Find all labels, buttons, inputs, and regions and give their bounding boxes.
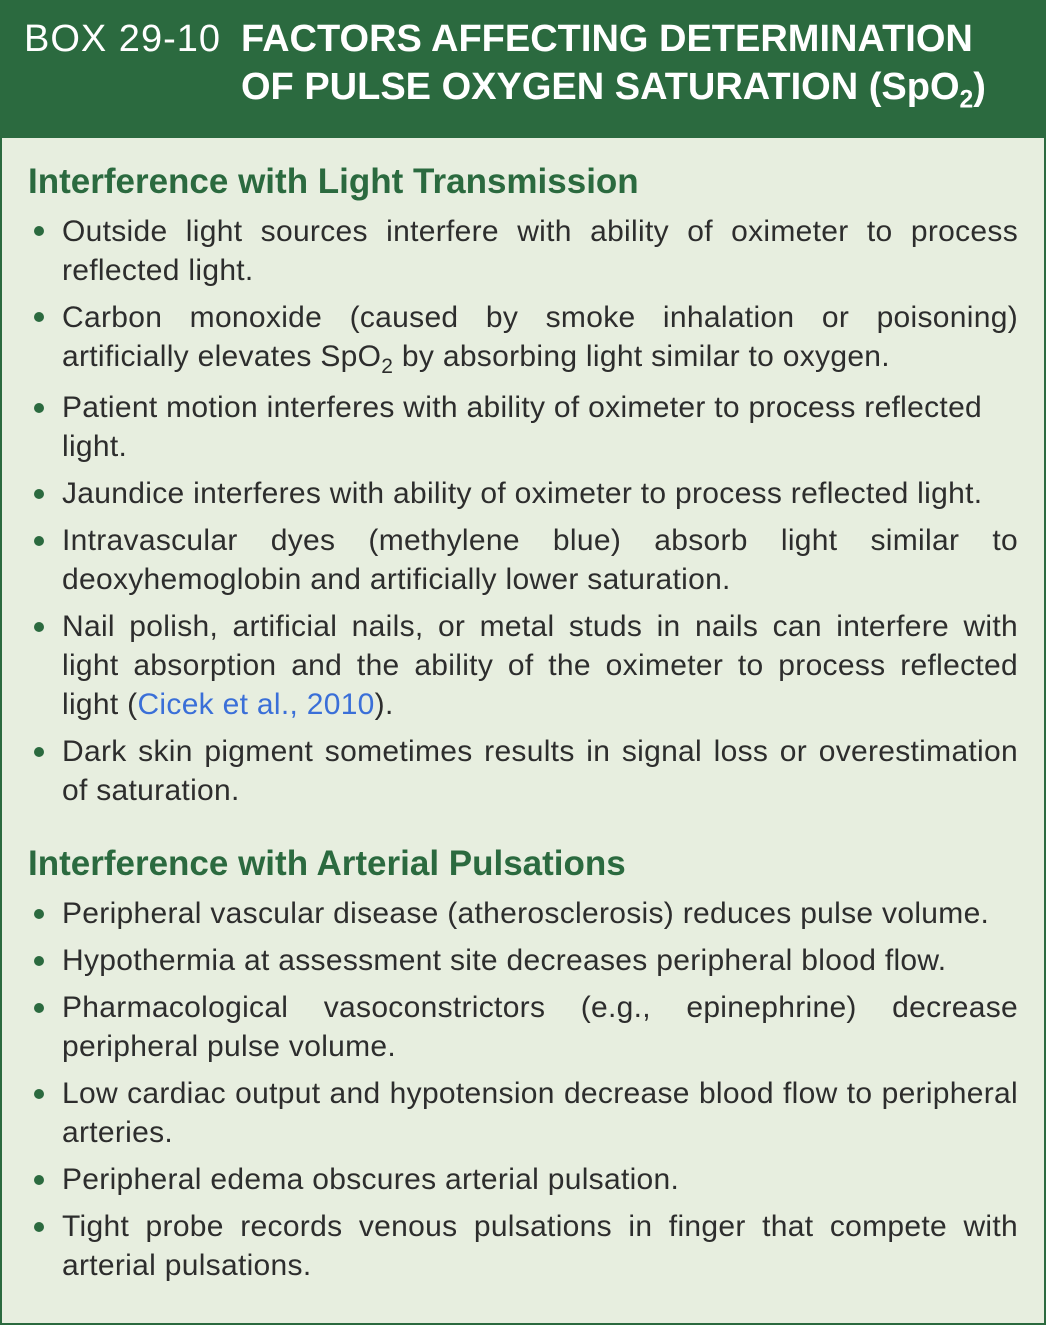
box-number: BOX 29-10 [24,16,221,64]
info-box: BOX 29-10 FACTORS AFFECTING DETERMINATIO… [0,0,1046,1325]
section-heading-2: Interference with Arterial Pulsations [28,844,1018,884]
list-item: Nail polish, artificial nails, or metal … [28,607,1018,724]
section-heading-1: Interference with Light Transmission [28,162,1018,202]
list-item: Peripheral vascular disease (atheroscler… [28,894,1018,933]
list-item: Jaundice interferes with ability of oxim… [28,474,1018,513]
bullet-list-2: Peripheral vascular disease (atheroscler… [28,894,1018,1285]
bullet-list-1: Outside light sources interfere with abi… [28,212,1018,810]
list-item: Pharmacological vasoconstrictors (e.g., … [28,988,1018,1066]
box-body: Interference with Light Transmission Out… [2,138,1044,1323]
list-item: Patient motion interferes with ability o… [28,388,1018,466]
box-header: BOX 29-10 FACTORS AFFECTING DETERMINATIO… [2,2,1044,138]
list-item: Outside light sources interfere with abi… [28,212,1018,290]
list-item: Tight probe records venous pulsations in… [28,1207,1018,1285]
box-title: FACTORS AFFECTING DETERMINATION OF PULSE… [241,16,1022,116]
list-item: Dark skin pigment sometimes results in s… [28,732,1018,810]
list-item: Carbon monoxide (caused by smoke inhalat… [28,298,1018,380]
list-item: Low cardiac output and hypotension decre… [28,1074,1018,1152]
list-item: Peripheral edema obscures arterial pulsa… [28,1160,1018,1199]
list-item: Intravascular dyes (methylene blue) abso… [28,521,1018,599]
list-item: Hypothermia at assessment site decreases… [28,941,1018,980]
